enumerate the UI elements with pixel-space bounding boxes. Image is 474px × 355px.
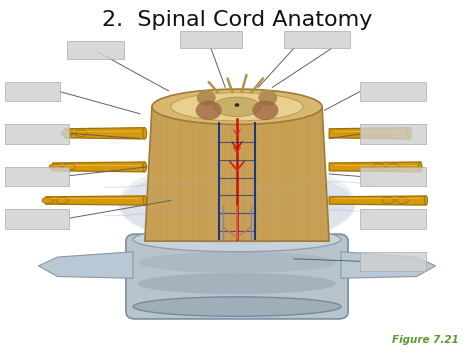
Ellipse shape bbox=[419, 162, 422, 172]
FancyBboxPatch shape bbox=[180, 31, 242, 48]
Ellipse shape bbox=[258, 90, 277, 106]
Ellipse shape bbox=[171, 93, 303, 121]
Ellipse shape bbox=[119, 167, 355, 245]
Ellipse shape bbox=[252, 100, 278, 120]
Polygon shape bbox=[329, 128, 410, 139]
Polygon shape bbox=[329, 196, 426, 205]
Ellipse shape bbox=[42, 197, 54, 204]
Ellipse shape bbox=[387, 164, 399, 170]
FancyBboxPatch shape bbox=[360, 252, 426, 271]
Ellipse shape bbox=[425, 196, 428, 205]
Ellipse shape bbox=[235, 103, 239, 107]
Ellipse shape bbox=[152, 89, 322, 125]
Ellipse shape bbox=[75, 130, 87, 136]
Text: Figure 7.21: Figure 7.21 bbox=[392, 335, 459, 345]
Ellipse shape bbox=[133, 297, 341, 316]
Ellipse shape bbox=[138, 252, 336, 273]
FancyBboxPatch shape bbox=[5, 82, 60, 102]
Ellipse shape bbox=[138, 273, 336, 294]
Polygon shape bbox=[341, 252, 436, 278]
FancyBboxPatch shape bbox=[360, 167, 426, 186]
Ellipse shape bbox=[49, 164, 61, 170]
Polygon shape bbox=[46, 196, 145, 205]
Ellipse shape bbox=[119, 160, 355, 245]
Ellipse shape bbox=[64, 164, 75, 170]
FancyBboxPatch shape bbox=[67, 42, 124, 59]
Ellipse shape bbox=[364, 130, 375, 136]
FancyBboxPatch shape bbox=[360, 125, 426, 144]
FancyBboxPatch shape bbox=[5, 167, 69, 186]
Ellipse shape bbox=[196, 100, 222, 120]
Ellipse shape bbox=[61, 130, 73, 136]
Ellipse shape bbox=[378, 130, 390, 136]
Ellipse shape bbox=[143, 196, 146, 205]
Ellipse shape bbox=[408, 128, 411, 139]
FancyBboxPatch shape bbox=[126, 234, 348, 319]
Polygon shape bbox=[64, 128, 145, 139]
Ellipse shape bbox=[213, 97, 261, 116]
FancyBboxPatch shape bbox=[5, 209, 69, 229]
Ellipse shape bbox=[56, 197, 68, 204]
Polygon shape bbox=[329, 162, 420, 172]
Text: 2.  Spinal Cord Anatomy: 2. Spinal Cord Anatomy bbox=[102, 10, 372, 29]
FancyBboxPatch shape bbox=[360, 82, 426, 102]
Polygon shape bbox=[145, 107, 329, 241]
Ellipse shape bbox=[138, 230, 336, 252]
FancyBboxPatch shape bbox=[5, 125, 69, 144]
Polygon shape bbox=[53, 162, 145, 172]
Ellipse shape bbox=[397, 197, 408, 204]
Ellipse shape bbox=[143, 162, 146, 172]
Ellipse shape bbox=[383, 197, 394, 204]
Ellipse shape bbox=[143, 128, 147, 139]
Ellipse shape bbox=[197, 90, 216, 106]
Ellipse shape bbox=[133, 227, 341, 252]
FancyBboxPatch shape bbox=[360, 209, 426, 229]
Polygon shape bbox=[38, 252, 133, 278]
Ellipse shape bbox=[373, 164, 385, 170]
FancyBboxPatch shape bbox=[284, 31, 350, 48]
